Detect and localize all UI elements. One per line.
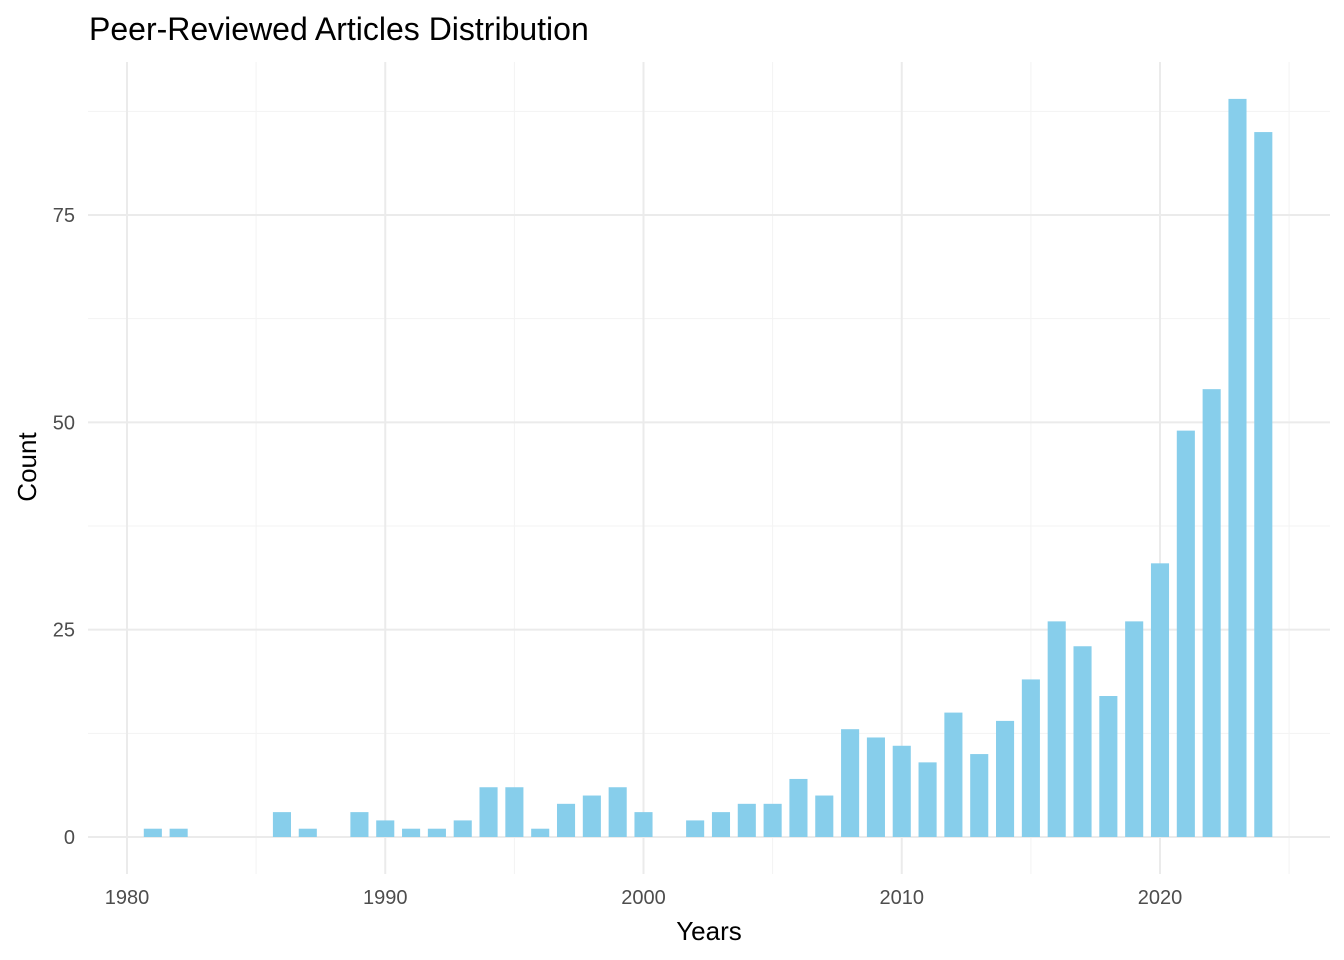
y-tick-label: 25 bbox=[53, 620, 75, 642]
bar-2004 bbox=[737, 803, 756, 837]
bar-1998 bbox=[582, 795, 601, 837]
bar-2015 bbox=[1021, 679, 1040, 837]
bar-2006 bbox=[789, 778, 808, 837]
bar-2003 bbox=[711, 812, 731, 837]
bar-2002 bbox=[686, 820, 705, 837]
bar-2024 bbox=[1254, 132, 1273, 837]
bar-2023 bbox=[1228, 98, 1247, 837]
tick-labels: 1980 1990 2000 2010 2020 0 25 50 75 bbox=[53, 205, 1183, 909]
bar-1999 bbox=[608, 787, 627, 837]
bar-2019 bbox=[1125, 621, 1144, 837]
bar-1997 bbox=[556, 803, 576, 837]
bar-1992 bbox=[427, 828, 446, 837]
bar-2000 bbox=[634, 812, 653, 837]
bar-2012 bbox=[944, 712, 963, 837]
bar-2009 bbox=[866, 737, 885, 837]
y-tick-label: 0 bbox=[64, 827, 75, 849]
x-axis-title: Years bbox=[676, 916, 742, 946]
bar-1987 bbox=[298, 828, 317, 837]
bar-1994 bbox=[479, 787, 498, 837]
bar-1982 bbox=[169, 828, 188, 837]
bar-2021 bbox=[1176, 430, 1195, 837]
bar-2018 bbox=[1099, 696, 1118, 837]
grid-layer bbox=[88, 62, 1330, 874]
bar-1989 bbox=[350, 812, 369, 837]
bar-2007 bbox=[815, 795, 834, 837]
y-axis-title: Count bbox=[12, 432, 42, 502]
bar-2020 bbox=[1150, 563, 1170, 837]
x-tick-label: 1980 bbox=[105, 887, 150, 909]
x-tick-label: 2020 bbox=[1138, 887, 1183, 909]
bar-2005 bbox=[763, 803, 782, 837]
x-tick-label: 1990 bbox=[363, 887, 408, 909]
bar-1981 bbox=[143, 828, 162, 837]
bar-1996 bbox=[531, 828, 550, 837]
bar-2022 bbox=[1202, 389, 1221, 837]
bar-1990 bbox=[376, 820, 395, 837]
bar-2014 bbox=[996, 720, 1015, 837]
bar-2010 bbox=[892, 745, 911, 837]
bar-2016 bbox=[1047, 621, 1066, 837]
chart-title: Peer-Reviewed Articles Distribution bbox=[89, 11, 589, 47]
bar-2013 bbox=[970, 754, 989, 837]
x-tick-label: 2010 bbox=[880, 887, 925, 909]
y-tick-label: 75 bbox=[53, 205, 75, 227]
bar-2011 bbox=[918, 762, 937, 837]
bar-1991 bbox=[402, 828, 421, 837]
bar-1993 bbox=[453, 820, 472, 837]
bar-2017 bbox=[1073, 646, 1092, 837]
bar-2008 bbox=[841, 729, 860, 837]
y-tick-label: 50 bbox=[53, 412, 75, 434]
bar-1986 bbox=[272, 812, 291, 837]
bar-1995 bbox=[505, 787, 524, 837]
bars-layer bbox=[143, 98, 1273, 837]
x-tick-label: 2000 bbox=[621, 887, 666, 909]
